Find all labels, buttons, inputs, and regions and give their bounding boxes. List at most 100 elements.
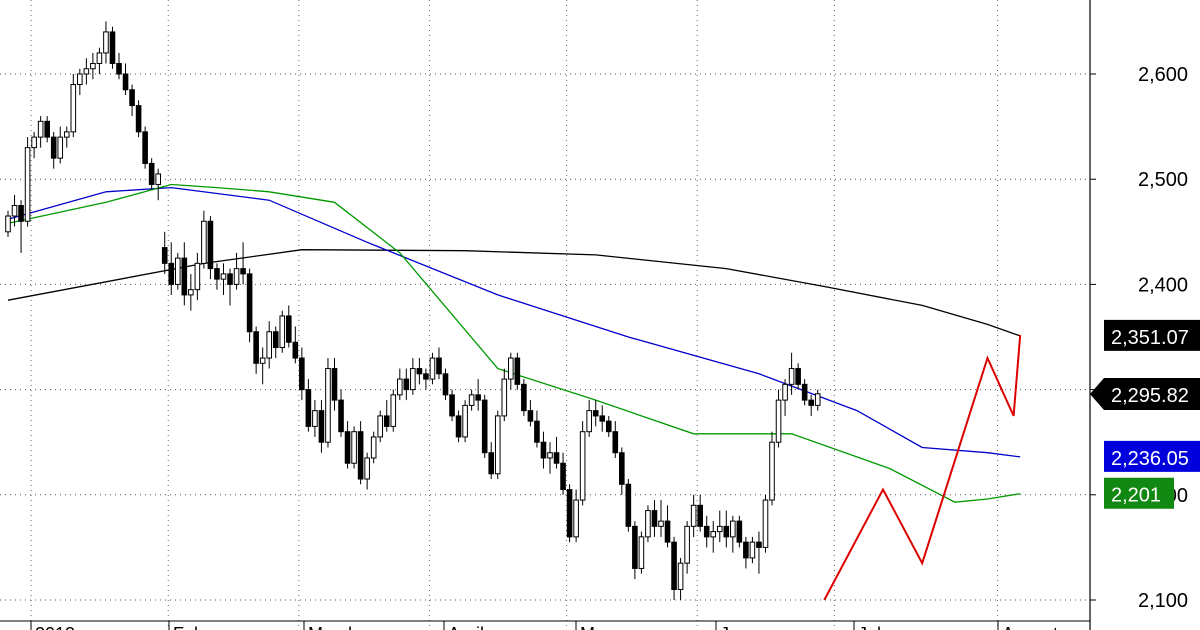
candle-body-up — [501, 378, 508, 417]
candle — [344, 421, 351, 469]
candle — [775, 389, 782, 448]
candle-body-up — [312, 410, 318, 427]
candle — [188, 273, 194, 311]
candle — [612, 421, 619, 458]
candle — [716, 510, 723, 543]
value-tag: 2,351.07 — [1104, 319, 1200, 351]
candle — [220, 263, 227, 295]
candle — [299, 347, 305, 401]
candle-body-down — [423, 373, 429, 380]
candle-body-down — [318, 410, 325, 443]
candle-body-up — [31, 136, 37, 149]
candle-body-down — [756, 541, 762, 548]
candle-body-up — [814, 393, 821, 406]
candle — [122, 63, 129, 96]
value-tag: 2,236.05 — [1104, 440, 1200, 472]
candle — [736, 515, 743, 548]
candle-body-up — [638, 536, 645, 569]
candle — [710, 521, 717, 553]
candle — [658, 500, 664, 537]
candle — [743, 536, 749, 569]
candle — [24, 137, 31, 227]
candle — [77, 68, 83, 96]
candle — [331, 358, 338, 411]
candle — [161, 231, 168, 274]
candle-body-down — [129, 89, 135, 107]
candle-body-up — [658, 520, 664, 527]
candle — [109, 26, 116, 69]
candle-body-up — [57, 136, 64, 159]
candle — [142, 126, 148, 169]
candle — [508, 352, 514, 390]
candle — [70, 74, 77, 138]
y-tick-label: 2,500 — [1138, 169, 1188, 191]
candle — [410, 358, 416, 395]
candle — [619, 447, 625, 495]
candle — [37, 116, 44, 148]
candle — [684, 521, 690, 574]
candle — [364, 452, 370, 490]
candle-body-down — [122, 73, 129, 91]
candle-body-up — [351, 431, 357, 464]
candle — [677, 557, 684, 600]
grid — [0, 0, 1090, 630]
value-tag-box — [1104, 319, 1200, 351]
x-month-label: March — [308, 624, 358, 630]
candle — [475, 379, 481, 411]
candle — [266, 321, 272, 369]
candle-body-up — [645, 510, 651, 538]
value-tag-label: 2,201 — [1111, 485, 1161, 507]
candle-body-down — [664, 520, 671, 543]
candle — [645, 505, 651, 543]
candle — [423, 368, 429, 390]
candle-body-down — [795, 368, 801, 385]
value-tag-label: 2,295.82 — [1111, 385, 1189, 407]
value-tag: 2,295.82 — [1090, 377, 1200, 410]
candle — [18, 200, 24, 253]
candle-body-down — [181, 257, 188, 296]
candle-body-down — [148, 162, 155, 185]
candle — [429, 352, 436, 385]
candle-body-down — [299, 357, 305, 391]
y-tick-label: 2,600 — [1138, 64, 1188, 86]
candle — [573, 489, 579, 543]
candle-body-up — [188, 289, 194, 296]
candle-body-down — [481, 399, 488, 454]
candle — [625, 479, 632, 532]
candle-body-up — [782, 383, 788, 401]
candle-body-down — [292, 341, 299, 359]
candle-body-up — [410, 368, 416, 391]
x-month-label: June — [720, 624, 759, 630]
candle-body-up — [364, 457, 370, 480]
candle-body-down — [449, 394, 455, 417]
candle — [664, 505, 671, 548]
series-line — [823, 334, 1022, 601]
candle-body-down — [619, 452, 625, 485]
candle-body-down — [697, 504, 703, 527]
candle-body-up — [155, 173, 161, 185]
candle — [292, 326, 299, 364]
candle — [377, 410, 384, 443]
candle — [638, 531, 645, 574]
candle — [586, 400, 592, 437]
candle-body-down — [240, 268, 246, 275]
candle-body-down — [534, 420, 540, 443]
series-line — [7, 183, 1021, 503]
candle-body-up — [397, 378, 403, 396]
candle-body-down — [246, 273, 253, 333]
candle — [599, 405, 606, 432]
candle-body-down — [651, 510, 658, 527]
moving-average-lines — [7, 183, 1022, 601]
candle — [5, 210, 11, 238]
candle-body-up — [377, 415, 384, 438]
candle — [592, 400, 599, 427]
candle-body-down — [207, 220, 214, 270]
candle-body-down — [475, 394, 481, 401]
candle — [481, 394, 488, 458]
candle-body-down — [227, 273, 233, 285]
candle — [181, 242, 188, 306]
candle-body-down — [553, 452, 560, 464]
candle — [488, 442, 495, 480]
series-line — [7, 186, 1021, 458]
